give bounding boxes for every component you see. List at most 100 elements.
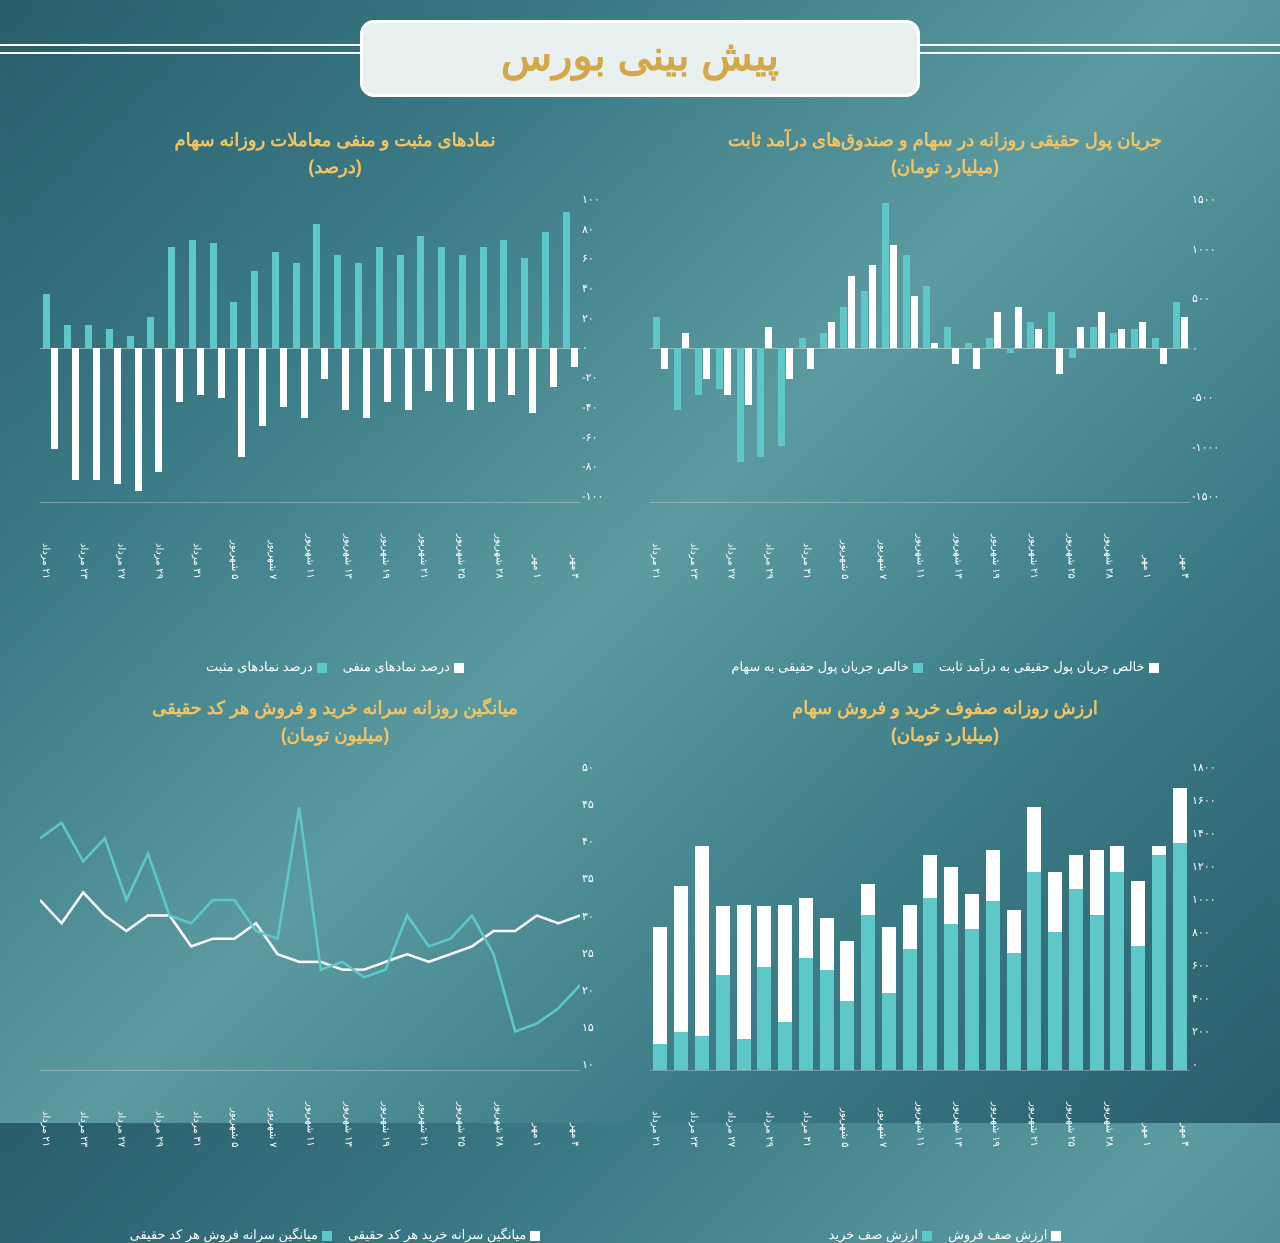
bar-segment	[903, 905, 917, 950]
y-tick: ۱۰۰۰	[1192, 893, 1240, 906]
bar-group	[476, 193, 497, 502]
bar-segment	[882, 993, 896, 1071]
bar	[218, 348, 225, 398]
y-tick: ۱۵۰۰	[1192, 193, 1240, 206]
x-tick: ۲۹ مرداد	[763, 509, 774, 579]
bar	[301, 348, 308, 418]
y-tick: ۱۴۰۰	[1192, 827, 1240, 840]
x-tick: ۲۹ مرداد	[153, 509, 164, 579]
bar-segment	[1048, 932, 1062, 1070]
bar	[230, 302, 237, 349]
bar-group	[372, 193, 393, 502]
y-tick: ۲۵	[582, 947, 630, 960]
x-tick: ۱۱ شهریور	[915, 509, 926, 579]
bar-segment	[1090, 850, 1104, 915]
header-rule	[0, 44, 360, 46]
bar	[944, 327, 951, 348]
panel-queue-value: ارزش روزانه صفوف خرید و فروش سهام(میلیار…	[650, 695, 1240, 1243]
panel-pos-neg: نمادهای مثبت و منفی معاملات روزانه سهام(…	[40, 127, 630, 675]
y-tick: ۰	[582, 341, 630, 354]
bar-segment	[716, 975, 730, 1070]
bar-group	[538, 193, 559, 502]
y-tick: ۲۰۰	[1192, 1025, 1240, 1038]
bar	[1139, 322, 1146, 348]
y-tick: -۶۰	[582, 431, 630, 444]
bar	[168, 247, 175, 348]
bar-group	[269, 193, 290, 502]
legend-swatch	[1051, 1231, 1061, 1241]
bar-group	[1003, 193, 1024, 502]
bar-segment	[923, 898, 937, 1070]
x-tick: ۲۵ شهریور	[456, 509, 467, 579]
bar	[1118, 329, 1125, 348]
stacked-bar	[737, 905, 751, 1070]
bar-group	[899, 761, 920, 1070]
bar	[529, 348, 536, 413]
bar-group	[123, 193, 144, 502]
bar	[446, 348, 453, 402]
bar-group	[206, 193, 227, 502]
bar	[114, 348, 121, 484]
y-tick: ۴۰	[582, 835, 630, 848]
bar-segment	[778, 905, 792, 1022]
legend-swatch	[913, 663, 923, 673]
bar	[1181, 317, 1188, 348]
x-axis: ۲۱ مرداد۲۳ مرداد۲۷ مرداد۲۹ مرداد۳۱ مرداد…	[40, 1077, 580, 1147]
plot	[40, 193, 580, 503]
legend-swatch	[530, 1231, 540, 1241]
bar-group	[982, 761, 1003, 1070]
stacked-bar	[923, 855, 937, 1070]
bar-segment	[1027, 807, 1041, 872]
bar	[994, 312, 1001, 348]
header-rule	[0, 52, 360, 54]
bar	[1056, 348, 1063, 374]
bar-segment	[1110, 846, 1124, 872]
bar	[923, 286, 930, 348]
x-tick: ۱ مهر	[531, 1077, 542, 1147]
bar-group	[754, 193, 775, 502]
x-tick: ۳۱ مرداد	[801, 509, 812, 579]
bar-group	[414, 193, 435, 502]
bar	[1007, 348, 1014, 353]
bar-segment	[986, 901, 1000, 1070]
bar	[986, 338, 993, 348]
bar-segment	[1152, 846, 1166, 855]
x-tick: ۱۱ شهریور	[305, 509, 316, 579]
x-tick: ۵ شهریور	[839, 1077, 850, 1147]
x-tick: ۲۷ مرداد	[116, 1077, 127, 1147]
bar	[1077, 327, 1084, 348]
stacked-bar	[674, 886, 688, 1070]
bar	[51, 348, 58, 449]
x-tick: ۲۳ مرداد	[78, 509, 89, 579]
bars	[40, 193, 580, 502]
bar-group	[435, 193, 456, 502]
y-tick: -۲۰	[582, 371, 630, 384]
x-tick: ۱۹ شهریور	[380, 509, 391, 579]
y-tick: ۶۰۰	[1192, 959, 1240, 972]
legend-swatch	[454, 663, 464, 673]
header-rule	[920, 44, 1280, 46]
x-tick: ۱۳ شهریور	[342, 1077, 353, 1147]
bar-group	[185, 193, 206, 502]
y-tick: ۵۰	[582, 761, 630, 774]
bar-segment	[861, 884, 875, 915]
bar	[890, 245, 897, 348]
stacked-bar	[1048, 872, 1062, 1070]
bar-group	[352, 193, 373, 502]
x-tick: ۱۹ شهریور	[380, 1077, 391, 1147]
bar-group	[61, 193, 82, 502]
x-tick: ۴ مهر	[1179, 509, 1190, 579]
bar-group	[795, 193, 816, 502]
bar-segment	[1173, 788, 1187, 843]
bar	[661, 348, 668, 369]
bar	[210, 243, 217, 348]
y-tick: ۱۲۰۰	[1192, 860, 1240, 873]
bar	[828, 322, 835, 348]
y-tick: ۱۰	[582, 1058, 630, 1071]
bar	[259, 348, 266, 426]
x-tick: ۲۹ مرداد	[763, 1077, 774, 1147]
bar	[745, 348, 752, 405]
bar	[106, 329, 113, 348]
stacked-bar	[965, 894, 979, 1070]
bar-group	[331, 193, 352, 502]
